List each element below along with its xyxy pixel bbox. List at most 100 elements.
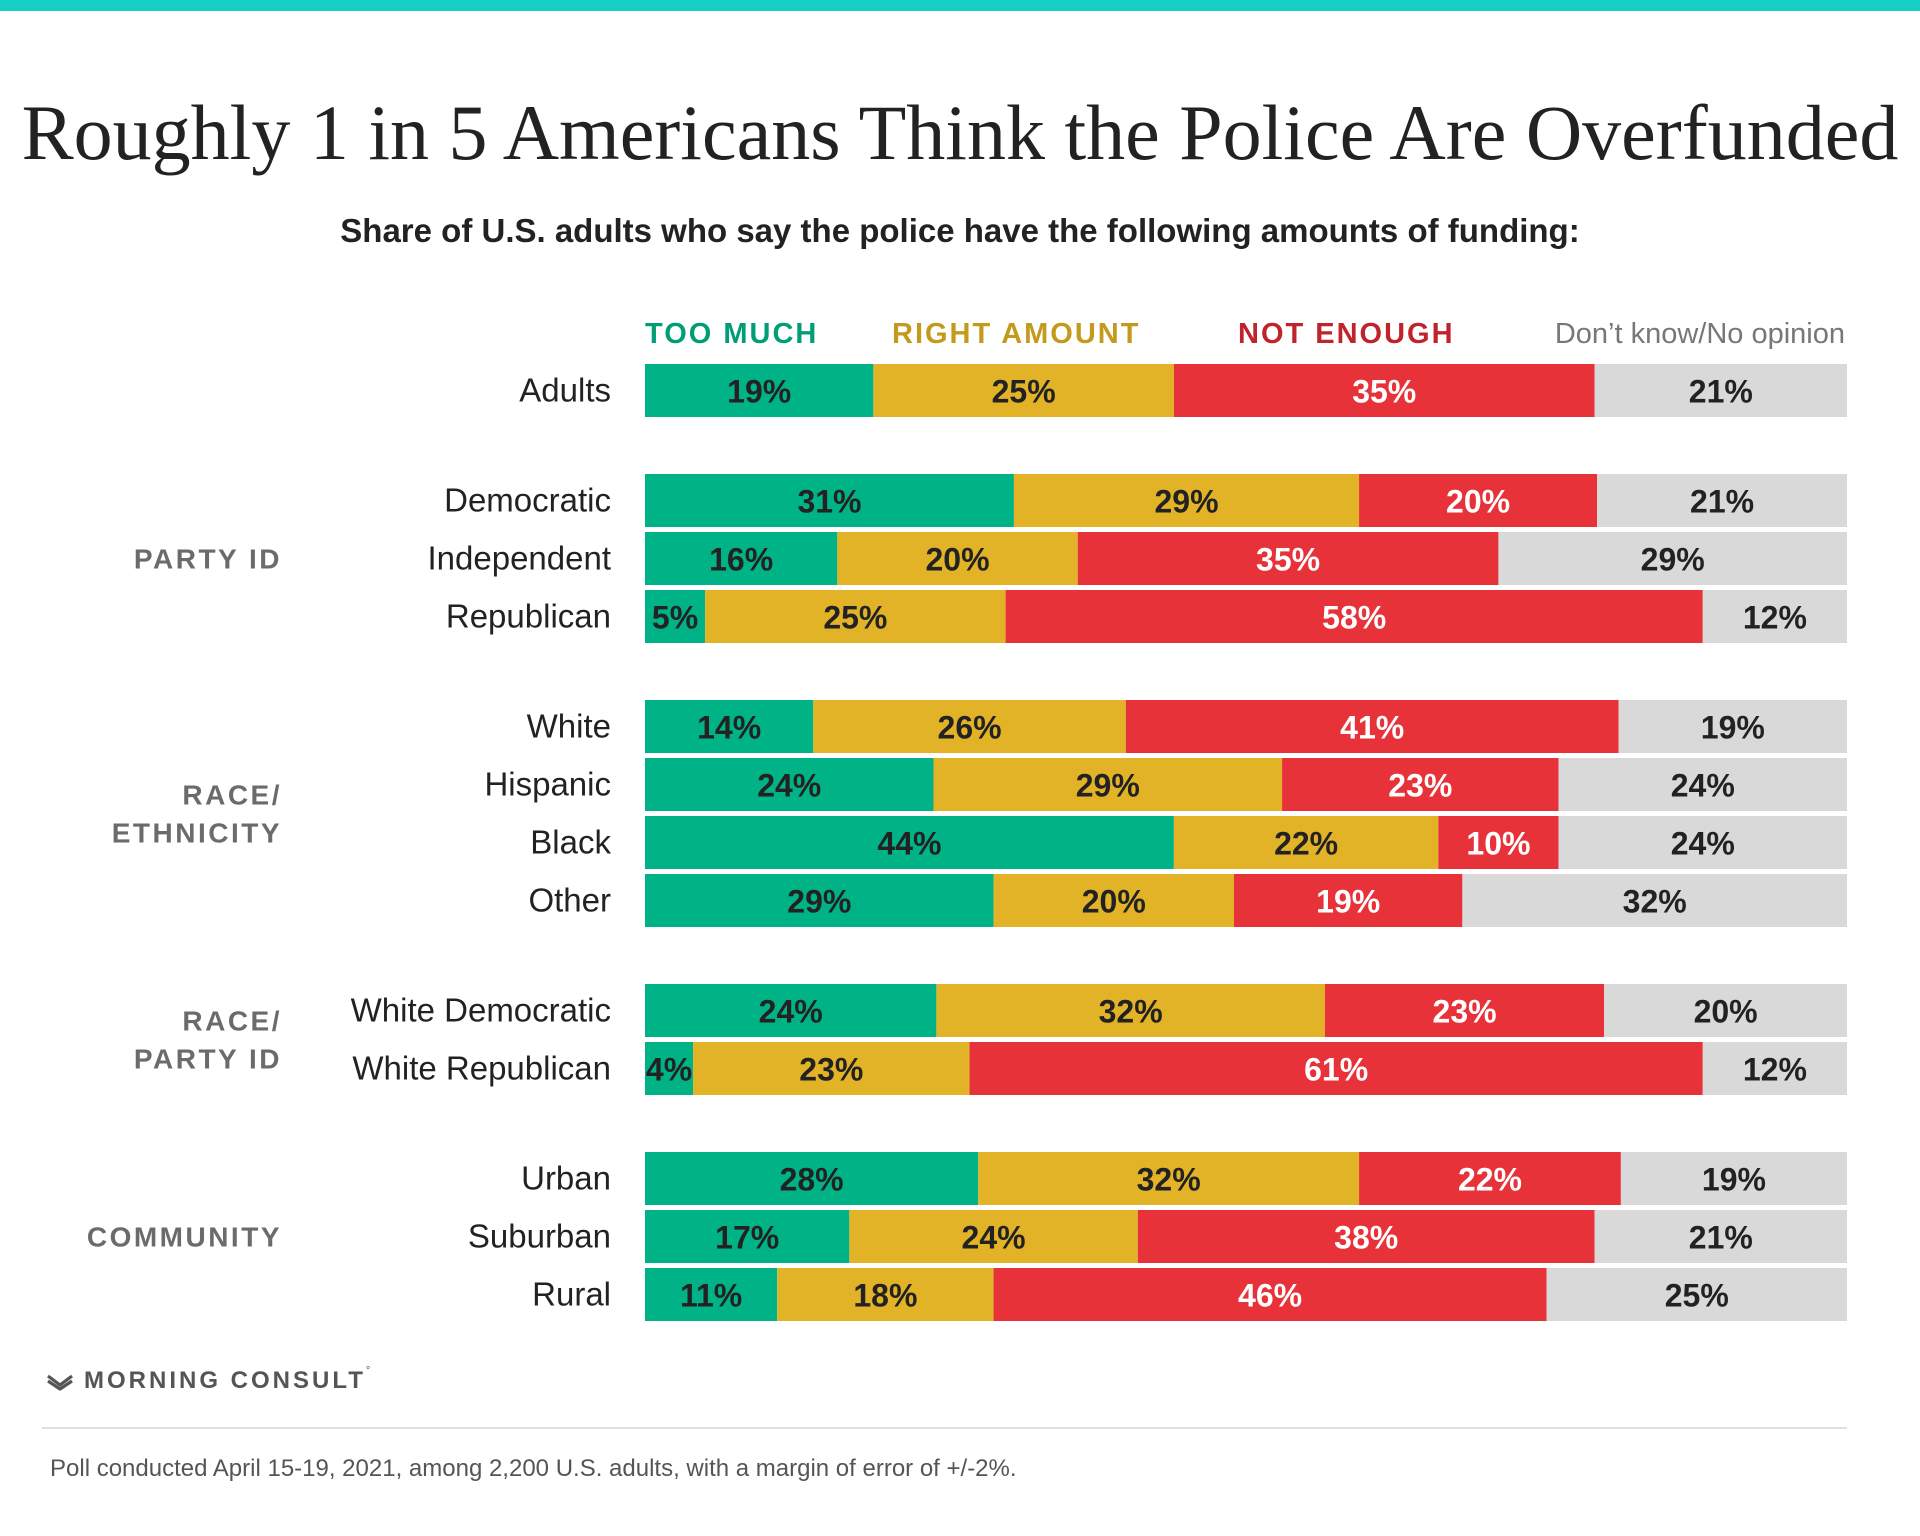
bar-segment-right-amount <box>936 984 1325 1037</box>
data-label: 10% <box>1466 826 1530 862</box>
data-label: 24% <box>962 1220 1026 1256</box>
bar-row-other: Other 29% 20% 19% 32% <box>528 874 1847 927</box>
bar-row-white-republican: White Republican 4% 23% 61% 12% <box>352 1042 1847 1095</box>
row-label: White <box>527 708 611 745</box>
data-label: 18% <box>853 1278 917 1314</box>
data-label: 21% <box>1690 484 1754 520</box>
bar-segment-right-amount <box>993 874 1234 927</box>
bar-segment-dont-know <box>1594 364 1847 417</box>
row-label: Rural <box>532 1276 611 1313</box>
legend-item-too-much: TOO MUCH <box>645 318 818 350</box>
data-label: 12% <box>1743 1052 1807 1088</box>
data-label: 44% <box>877 826 941 862</box>
bar-segment-too-much <box>645 364 874 417</box>
data-label: 19% <box>1316 884 1380 920</box>
bar-row-democratic: Democratic 31% 29% 20% 21% <box>444 474 1847 527</box>
bar-segment-dont-know <box>1546 1268 1847 1321</box>
group-labels: PARTY ID RACE/ETHNICITY RACE/PARTY ID COMMU… <box>87 544 282 1253</box>
bar-segment-too-much <box>645 1152 979 1205</box>
row-label: White Democratic <box>351 992 611 1029</box>
bar-segment-dont-know <box>1604 984 1847 1037</box>
footer-divider <box>42 1427 1847 1429</box>
footnote: Poll conducted April 15-19, 2021, among … <box>50 1455 1017 1482</box>
bar-segment-not-enough <box>993 1268 1547 1321</box>
data-label: 38% <box>1334 1220 1398 1256</box>
data-label: 21% <box>1689 374 1753 410</box>
bar-segment-not-enough <box>1324 984 1605 1037</box>
bar-segment-too-much <box>645 1268 778 1321</box>
bar-row-rural: Rural 11% 18% 46% 25% <box>532 1268 1847 1321</box>
bar-row-independent: Independent 16% 20% 35% 29% <box>427 532 1847 585</box>
bar-segment-right-amount <box>849 1210 1138 1263</box>
bar-segment-not-enough <box>1077 532 1499 585</box>
data-label: 14% <box>697 710 761 746</box>
legend-item-dont-know: Don’t know/No opinion <box>1555 318 1845 350</box>
bar-rows: Adults 19% 25% 35% 21% Democratic 31% 29% 20% 21%… <box>351 364 1847 1321</box>
bar-segment-dont-know <box>1702 1042 1847 1095</box>
row-label: Democratic <box>444 482 611 519</box>
data-label: 29% <box>1154 484 1218 520</box>
group-label-race-ethnicity: RACE/ETHNICITY <box>112 780 282 849</box>
row-label: Urban <box>521 1160 611 1197</box>
data-label: 26% <box>938 710 1002 746</box>
data-label: 29% <box>1641 542 1705 578</box>
bar-segment-not-enough <box>1359 474 1598 527</box>
data-label: 32% <box>1099 994 1163 1030</box>
data-label: 23% <box>1433 994 1497 1030</box>
bar-segment-right-amount <box>933 758 1283 811</box>
data-label: 22% <box>1274 826 1338 862</box>
data-label: 41% <box>1340 710 1404 746</box>
data-label: 23% <box>1388 768 1452 804</box>
data-label: 4% <box>646 1052 692 1088</box>
data-label: 12% <box>1743 600 1807 636</box>
bar-segment-right-amount <box>978 1152 1360 1205</box>
data-label: 24% <box>759 994 823 1030</box>
bar-segment-not-enough <box>1173 364 1595 417</box>
bar-segment-right-amount <box>1173 816 1439 869</box>
brand-registered-mark: ° <box>365 1365 371 1377</box>
data-label: 61% <box>1304 1052 1368 1088</box>
data-label: 58% <box>1322 600 1386 636</box>
group-label-race-party-id: RACE/PARTY ID <box>134 1006 282 1075</box>
group-label-party-id: PARTY ID <box>134 544 282 575</box>
data-label: 17% <box>715 1220 779 1256</box>
bar-segment-too-much <box>645 1210 850 1263</box>
data-label: 32% <box>1137 1162 1201 1198</box>
bar-row-suburban: Suburban 17% 24% 38% 21% <box>468 1210 1847 1263</box>
bar-segment-too-much <box>645 474 1014 527</box>
legend-item-not-enough: NOT ENOUGH <box>1238 318 1455 350</box>
bar-segment-right-amount <box>873 364 1174 417</box>
bar-segment-dont-know <box>1558 758 1847 811</box>
data-label: 46% <box>1238 1278 1302 1314</box>
bar-segment-dont-know <box>1618 700 1847 753</box>
bar-segment-dont-know <box>1558 816 1847 869</box>
data-label: 29% <box>1076 768 1140 804</box>
data-label: 24% <box>1671 826 1735 862</box>
bar-segment-dont-know <box>1498 532 1847 585</box>
data-label: 16% <box>709 542 773 578</box>
data-label: 20% <box>925 542 989 578</box>
bar-segment-not-enough <box>1005 590 1703 643</box>
bar-segment-too-much <box>645 1042 694 1095</box>
bar-segment-not-enough <box>1438 816 1559 869</box>
data-label: 24% <box>757 768 821 804</box>
data-label: 25% <box>1665 1278 1729 1314</box>
bar-segment-too-much <box>645 532 838 585</box>
data-label: 32% <box>1623 884 1687 920</box>
data-label: 20% <box>1446 484 1510 520</box>
data-label: 31% <box>797 484 861 520</box>
bar-row-republican: Republican 5% 25% 58% 12% <box>446 590 1847 643</box>
bar-segment-not-enough <box>1125 700 1619 753</box>
bar-row-black: Black 44% 22% 10% 24% <box>530 816 1847 869</box>
data-label: 25% <box>823 600 887 636</box>
data-label: 25% <box>992 374 1056 410</box>
row-label: Hispanic <box>484 766 611 803</box>
bar-segment-dont-know <box>1597 474 1847 527</box>
bar-row-white-democratic: White Democratic 24% 32% 23% 20% <box>351 984 1847 1037</box>
legend-item-right-amount: RIGHT AMOUNT <box>892 318 1140 350</box>
row-label: Suburban <box>468 1218 611 1255</box>
data-label: 35% <box>1352 374 1416 410</box>
row-label: Other <box>528 882 611 919</box>
row-label: Independent <box>427 540 611 577</box>
